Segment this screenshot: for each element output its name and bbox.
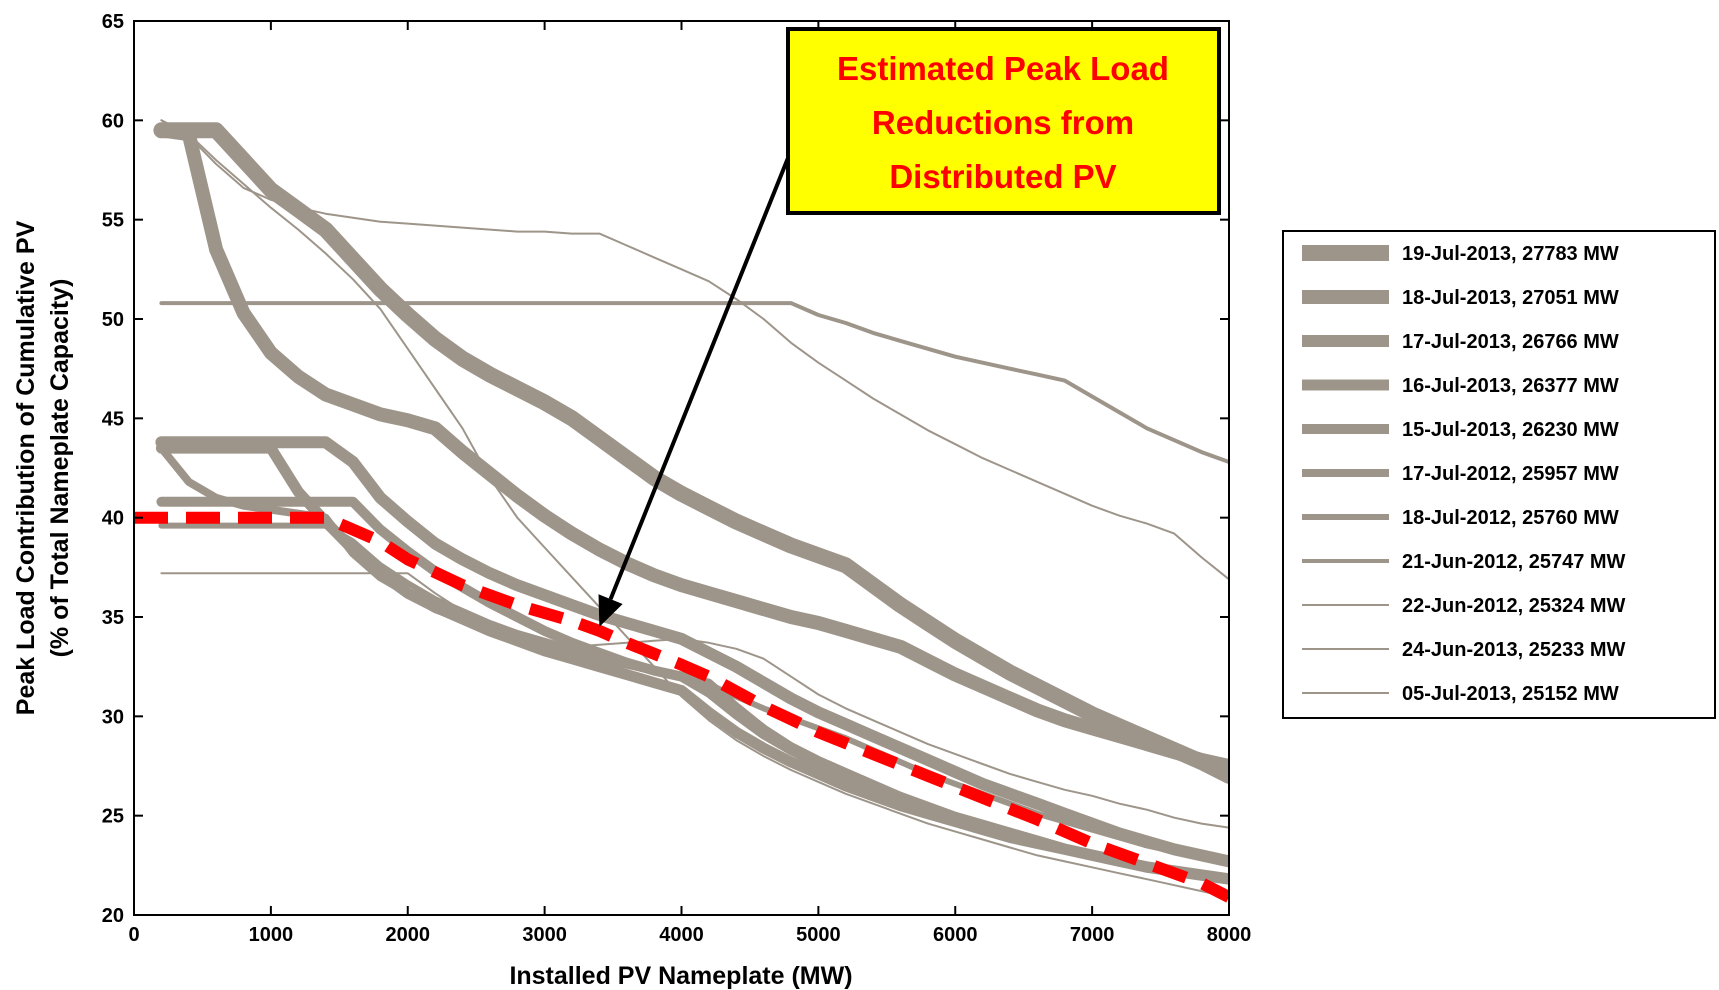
y-tick-label: 50 — [102, 309, 124, 331]
y-axis-title-line-2: (% of Total Nameplate Capacity) — [46, 279, 74, 658]
x-tick-label: 4000 — [659, 924, 704, 946]
series-line-4 — [155, 442, 1229, 885]
series-line-8 — [159, 301, 1229, 464]
legend-label: 05-Jul-2013, 25152 MW — [1402, 683, 1619, 705]
callout: Estimated Peak Load Reductions from Dist… — [598, 27, 1221, 627]
legend-label: 18-Jul-2013, 27051 MW — [1402, 287, 1619, 309]
legend-label: 19-Jul-2013, 27783 MW — [1402, 243, 1619, 265]
series-line-3 — [155, 436, 1229, 868]
legend-label: 15-Jul-2013, 26230 MW — [1402, 419, 1619, 441]
callout-line-2: Reductions from — [872, 104, 1134, 141]
series-line-1 — [153, 122, 1229, 784]
x-tick-label: 6000 — [933, 924, 978, 946]
callout-line-1: Estimated Peak Load — [837, 50, 1169, 87]
x-tick-label: 7000 — [1070, 924, 1115, 946]
series-line-9 — [160, 119, 1229, 581]
x-axis-title: Installed PV Nameplate (MW) — [509, 962, 852, 990]
x-tick-label: 5000 — [796, 924, 841, 946]
y-tick-label: 25 — [102, 806, 124, 828]
legend-label: 17-Jul-2013, 26766 MW — [1402, 331, 1619, 353]
callout-box — [786, 27, 1221, 215]
legend-label: 24-Jun-2013, 25233 MW — [1402, 639, 1626, 661]
callout-arrow-shaft — [608, 152, 792, 600]
y-tick-label: 35 — [102, 607, 124, 629]
legend-label: 16-Jul-2013, 26377 MW — [1402, 375, 1619, 397]
y-tick-label: 20 — [102, 905, 124, 927]
legend: 19-Jul-2013, 27783 MW 18-Jul-2013, 27051 … — [1282, 230, 1716, 719]
x-tick-label: 1000 — [249, 924, 294, 946]
y-tick-label: 65 — [102, 11, 124, 33]
y-ticks: 20 25 30 35 40 45 50 55 60 65 — [102, 11, 1229, 927]
y-tick-label: 40 — [102, 508, 124, 530]
x-tick-label: 8000 — [1207, 924, 1252, 946]
callout-line-3: Distributed PV — [889, 158, 1116, 195]
legend-label: 22-Jun-2012, 25324 MW — [1402, 595, 1626, 617]
x-tick-label: 0 — [128, 924, 139, 946]
x-tick-label: 3000 — [522, 924, 567, 946]
estimated-reduction-curve — [134, 511, 1229, 903]
series-line-2 — [154, 123, 1229, 773]
series-lines — [153, 119, 1229, 899]
legend-label: 18-Jul-2012, 25760 MW — [1402, 507, 1619, 529]
y-tick-label: 45 — [102, 408, 124, 430]
reduction-curve-group — [134, 511, 1229, 903]
legend-label: 21-Jun-2012, 25747 MW — [1402, 551, 1626, 573]
callout-arrow-head — [598, 594, 623, 627]
y-tick-label: 60 — [102, 110, 124, 132]
x-ticks: 0 1000 2000 3000 4000 5000 6000 7000 8000 — [128, 21, 1251, 946]
y-axis-title-line-1: Peak Load Contribution of Cumulative PV — [12, 220, 40, 715]
legend-label: 17-Jul-2012, 25957 MW — [1402, 463, 1619, 485]
y-tick-label: 30 — [102, 706, 124, 728]
x-tick-label: 2000 — [386, 924, 431, 946]
y-tick-label: 55 — [102, 210, 124, 232]
